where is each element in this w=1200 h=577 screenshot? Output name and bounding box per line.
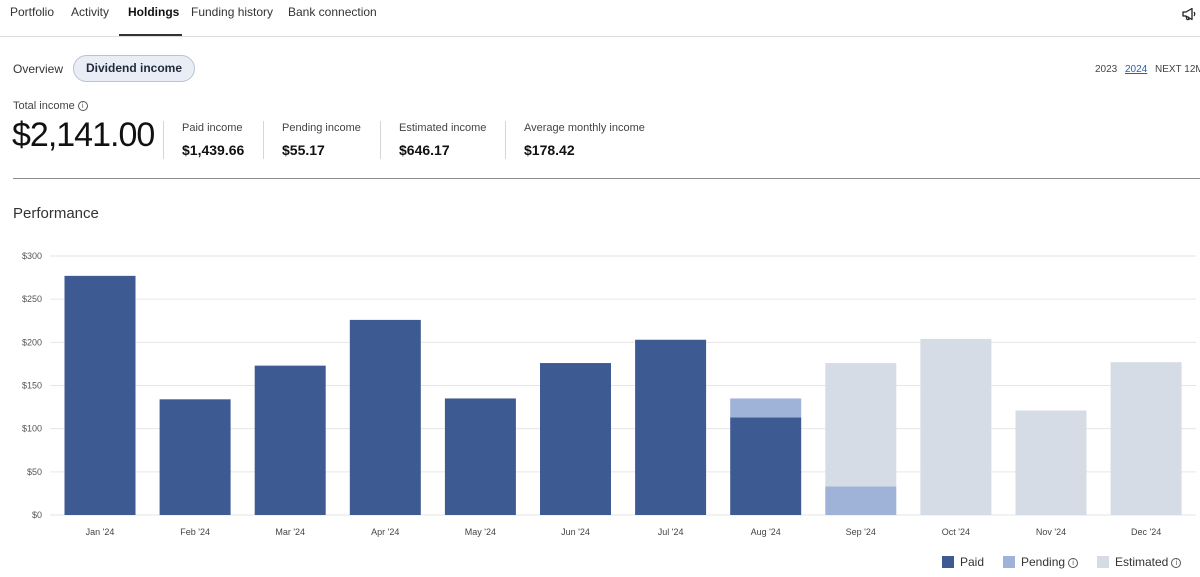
year-option-2023[interactable]: 2023 bbox=[1095, 64, 1118, 75]
legend-swatch-paid bbox=[942, 556, 954, 568]
legend-label-estimated: Estimated bbox=[1115, 555, 1169, 569]
stat-value: $1,439.66 bbox=[182, 142, 245, 158]
tab-bank-connection[interactable]: Bank connection bbox=[288, 5, 377, 19]
active-tab-indicator bbox=[119, 34, 182, 36]
stat-label: Average monthly income bbox=[524, 122, 645, 134]
top-navigation: Portfolio Activity Holdings Funding hist… bbox=[0, 0, 1200, 37]
y-tick-label: $0 bbox=[32, 510, 42, 520]
stat-value: $646.17 bbox=[399, 142, 450, 158]
x-tick-label: Sep '24 bbox=[846, 527, 876, 537]
x-tick-label: Oct '24 bbox=[942, 527, 970, 537]
legend-item-estimated[interactable]: Estimated i bbox=[1097, 555, 1182, 569]
pending-info-icon[interactable]: i bbox=[1068, 558, 1079, 568]
total-income-value: $2,141.00 bbox=[12, 116, 155, 154]
bar-paid[interactable] bbox=[159, 399, 231, 515]
year-option-2024[interactable]: 2024 bbox=[1125, 64, 1148, 75]
stat-label: Pending income bbox=[282, 122, 361, 134]
bar-paid[interactable] bbox=[254, 365, 326, 515]
x-tick-label: Nov '24 bbox=[1036, 527, 1066, 537]
y-tick-label: $100 bbox=[22, 424, 42, 434]
legend-label-pending: Pending bbox=[1021, 555, 1066, 569]
bar-paid[interactable] bbox=[635, 339, 707, 515]
year-option-next-12m[interactable]: NEXT 12M bbox=[1155, 64, 1200, 75]
y-tick-label: $150 bbox=[22, 381, 42, 391]
bar-pending[interactable] bbox=[730, 398, 802, 418]
x-tick-label: Jul '24 bbox=[658, 527, 684, 537]
x-tick-label: Aug '24 bbox=[751, 527, 781, 537]
stat-value: $178.42 bbox=[524, 142, 575, 158]
legend-swatch-estimated bbox=[1097, 556, 1109, 568]
bar-estimated[interactable] bbox=[825, 363, 897, 487]
x-tick-label: Jun '24 bbox=[561, 527, 590, 537]
x-tick-label: May '24 bbox=[465, 527, 496, 537]
legend-item-pending[interactable]: Pending i bbox=[1003, 555, 1079, 569]
bar-paid[interactable] bbox=[349, 319, 421, 515]
x-tick-label: Feb '24 bbox=[180, 527, 210, 537]
legend-label-paid: Paid bbox=[960, 555, 985, 569]
x-tick-label: Jan '24 bbox=[86, 527, 115, 537]
stat-value: $55.17 bbox=[282, 142, 325, 158]
total-income-label: Total income i bbox=[13, 100, 88, 112]
bar-paid[interactable] bbox=[64, 275, 136, 515]
bar-estimated[interactable] bbox=[1110, 362, 1182, 515]
y-tick-label: $300 bbox=[22, 251, 42, 261]
x-tick-label: Dec '24 bbox=[1131, 527, 1161, 537]
dividend-performance-chart: $0 $50 $100 $150 $200 $250 $300 Jan '24 Feb '24 M… bbox=[22, 251, 1196, 537]
bar-paid[interactable] bbox=[540, 363, 611, 515]
bar-pending[interactable] bbox=[825, 486, 897, 515]
y-tick-label: $250 bbox=[22, 294, 42, 304]
y-tick-label: $200 bbox=[22, 337, 42, 347]
legend-item-paid[interactable]: Paid bbox=[942, 555, 984, 569]
estimated-info-icon[interactable]: i bbox=[1171, 558, 1182, 568]
bar-estimated[interactable] bbox=[1015, 410, 1087, 515]
x-tick-label: Apr '24 bbox=[371, 527, 399, 537]
stat-average-monthly-income: Average monthly income $178.42 bbox=[505, 121, 645, 159]
tab-funding-history[interactable]: Funding history bbox=[191, 5, 274, 19]
legend-swatch-pending bbox=[1003, 556, 1015, 568]
stat-pending-income: Pending income $55.17 bbox=[263, 121, 361, 159]
bar-estimated[interactable] bbox=[920, 338, 992, 515]
y-tick-label: $50 bbox=[27, 467, 42, 477]
tab-holdings[interactable]: Holdings bbox=[128, 5, 180, 19]
tab-activity[interactable]: Activity bbox=[71, 5, 110, 19]
bar-paid[interactable] bbox=[730, 417, 802, 515]
megaphone-icon[interactable] bbox=[1181, 7, 1197, 21]
stat-label: Estimated income bbox=[399, 122, 487, 134]
bar-paid[interactable] bbox=[444, 398, 516, 515]
stat-paid-income: Paid income $1,439.66 bbox=[163, 121, 244, 159]
section-divider bbox=[13, 178, 1200, 179]
stat-label: Paid income bbox=[182, 122, 243, 134]
tab-portfolio[interactable]: Portfolio bbox=[10, 5, 55, 19]
dividend-income-toggle[interactable]: Dividend income bbox=[73, 55, 196, 82]
performance-title: Performance bbox=[13, 205, 99, 222]
x-tick-label: Mar '24 bbox=[275, 527, 305, 537]
total-income-label-text: Total income bbox=[13, 100, 75, 112]
overview-toggle[interactable]: Overview bbox=[13, 62, 64, 76]
stat-estimated-income: Estimated income $646.17 bbox=[380, 121, 486, 159]
info-icon[interactable]: i bbox=[77, 101, 88, 111]
